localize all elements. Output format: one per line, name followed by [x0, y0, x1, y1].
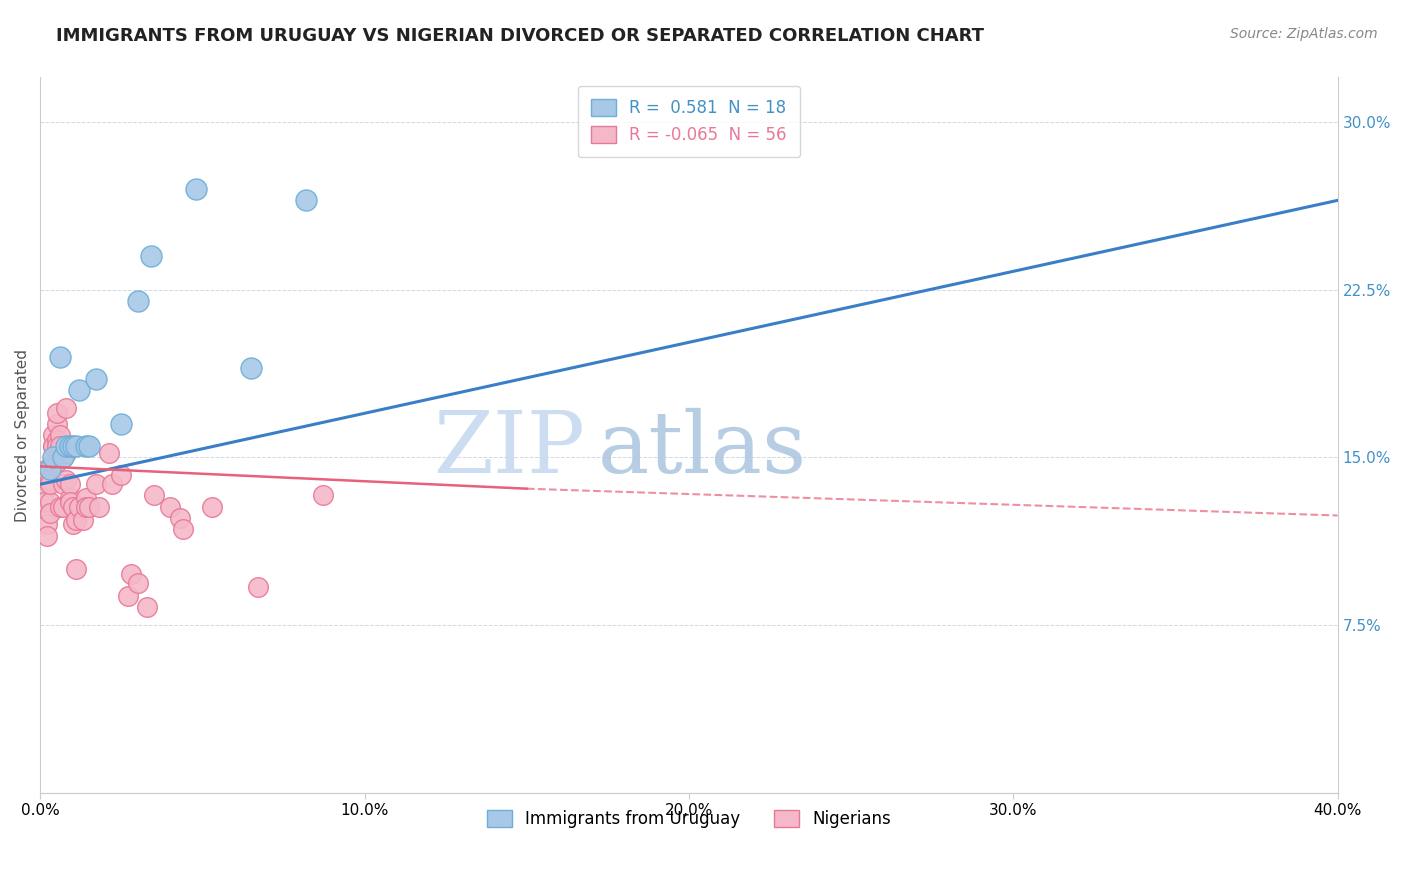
Point [117, 589, 139, 603]
Text: IMMIGRANTS FROM URUGUAY VS NIGERIAN DIVORCED OR SEPARATED CORRELATION CHART: IMMIGRANTS FROM URUGUAY VS NIGERIAN DIVO… [56, 27, 984, 45]
Point [45, 417, 67, 431]
Point [159, 500, 181, 514]
Point [240, 361, 263, 376]
Point [35, 461, 58, 475]
Legend: Immigrants from Uruguay, Nigerians: Immigrants from Uruguay, Nigerians [481, 803, 897, 834]
Point [172, 522, 194, 536]
Point [201, 500, 224, 514]
Y-axis label: Divorced or Separated: Divorced or Separated [15, 349, 30, 522]
Point [52, 477, 75, 491]
Point [55, 446, 77, 460]
Point [39, 477, 62, 491]
Point [39, 495, 62, 509]
Point [42, 439, 65, 453]
Point [35, 473, 58, 487]
Point [62, 517, 84, 532]
Point [110, 468, 132, 483]
Point [42, 455, 65, 469]
Point [52, 450, 75, 465]
Point [49, 350, 72, 364]
Point [110, 417, 132, 431]
Point [42, 428, 65, 442]
Point [84, 477, 107, 491]
Point [45, 455, 67, 469]
Point [55, 439, 77, 453]
Point [77, 439, 100, 453]
Text: atlas: atlas [598, 408, 807, 491]
Point [65, 562, 87, 576]
Point [72, 513, 94, 527]
Point [100, 477, 122, 491]
Text: ZIP: ZIP [433, 408, 585, 491]
Point [45, 406, 67, 420]
Point [39, 506, 62, 520]
Point [59, 491, 82, 505]
Point [120, 566, 142, 581]
Point [184, 182, 207, 196]
Point [169, 510, 191, 524]
Point [311, 488, 333, 502]
Point [62, 500, 84, 514]
Point [52, 500, 75, 514]
Point [45, 439, 67, 453]
Point [49, 428, 72, 442]
Point [295, 194, 318, 208]
Point [42, 450, 65, 465]
Point [32, 483, 55, 498]
Point [127, 575, 149, 590]
Point [35, 517, 58, 532]
Point [65, 439, 87, 453]
Point [62, 439, 84, 453]
Point [55, 473, 77, 487]
Point [97, 446, 120, 460]
Point [142, 488, 165, 502]
Point [42, 439, 65, 453]
Point [75, 439, 97, 453]
Point [136, 600, 159, 615]
Point [67, 384, 90, 398]
Point [87, 500, 110, 514]
Point [67, 500, 90, 514]
Point [35, 528, 58, 542]
Text: Source: ZipAtlas.com: Source: ZipAtlas.com [1230, 27, 1378, 41]
Point [75, 491, 97, 505]
Point [75, 500, 97, 514]
Point [84, 372, 107, 386]
Point [59, 495, 82, 509]
Point [246, 580, 269, 594]
Point [59, 477, 82, 491]
Point [32, 495, 55, 509]
Point [52, 450, 75, 465]
Point [49, 500, 72, 514]
Point [139, 249, 162, 263]
Point [39, 461, 62, 475]
Point [127, 293, 149, 308]
Point [77, 500, 100, 514]
Point [49, 439, 72, 453]
Point [59, 439, 82, 453]
Point [55, 401, 77, 416]
Point [39, 473, 62, 487]
Point [45, 433, 67, 447]
Point [65, 513, 87, 527]
